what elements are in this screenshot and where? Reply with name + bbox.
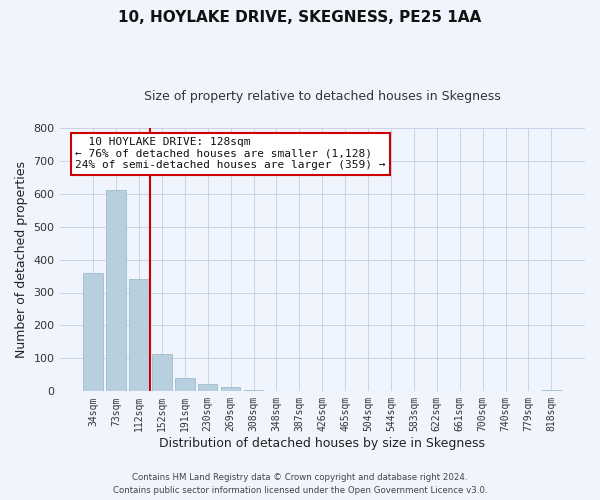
- Text: 10, HOYLAKE DRIVE, SKEGNESS, PE25 1AA: 10, HOYLAKE DRIVE, SKEGNESS, PE25 1AA: [118, 10, 482, 25]
- Bar: [244, 390, 263, 392]
- Bar: [542, 390, 561, 392]
- Bar: [83, 272, 103, 392]
- Title: Size of property relative to detached houses in Skegness: Size of property relative to detached ho…: [144, 90, 500, 103]
- Bar: [106, 190, 126, 392]
- Bar: [175, 378, 194, 392]
- Bar: [221, 387, 241, 392]
- Bar: [129, 280, 149, 392]
- Y-axis label: Number of detached properties: Number of detached properties: [15, 161, 28, 358]
- Text: 10 HOYLAKE DRIVE: 128sqm  
← 76% of detached houses are smaller (1,128)
24% of s: 10 HOYLAKE DRIVE: 128sqm ← 76% of detach…: [76, 137, 386, 170]
- X-axis label: Distribution of detached houses by size in Skegness: Distribution of detached houses by size …: [159, 437, 485, 450]
- Text: Contains HM Land Registry data © Crown copyright and database right 2024.
Contai: Contains HM Land Registry data © Crown c…: [113, 473, 487, 495]
- Bar: [198, 384, 217, 392]
- Bar: [152, 354, 172, 392]
